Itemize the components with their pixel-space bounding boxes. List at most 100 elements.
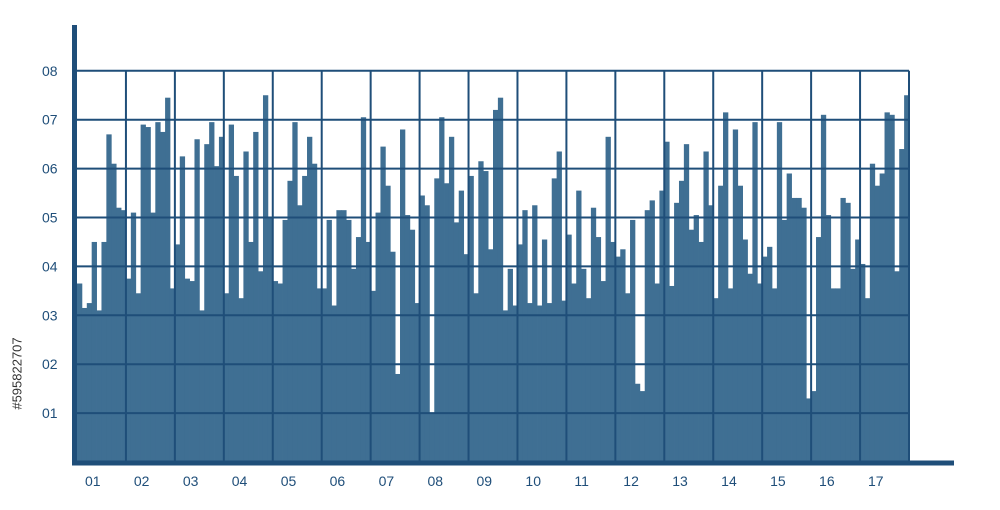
- y-tick-label: 06: [42, 161, 58, 177]
- bar: [767, 246, 773, 462]
- bar: [218, 136, 225, 462]
- bar: [125, 278, 132, 463]
- bar: [184, 278, 190, 463]
- bar: [698, 241, 704, 462]
- bar: [693, 215, 699, 462]
- bar: [429, 413, 435, 462]
- bar: [287, 180, 293, 462]
- bar: [493, 109, 499, 463]
- bar: [556, 151, 562, 463]
- bar: [400, 129, 406, 463]
- bar: [214, 166, 220, 462]
- bar: [160, 131, 166, 462]
- bar: [297, 205, 303, 462]
- x-tick-label: 07: [379, 473, 395, 489]
- bar: [688, 229, 695, 462]
- x-tick-label: 10: [525, 473, 541, 489]
- bar: [439, 117, 445, 462]
- bar: [209, 122, 215, 462]
- y-tick-label: 03: [42, 307, 58, 323]
- bar: [669, 285, 675, 462]
- bar: [316, 288, 323, 462]
- watermark-text: #595822707: [9, 337, 25, 410]
- bar: [855, 239, 861, 462]
- bar: [111, 163, 117, 462]
- bar: [791, 197, 797, 462]
- bar: [228, 124, 235, 462]
- bar: [365, 241, 372, 462]
- bar: [713, 298, 719, 462]
- bar: [708, 205, 714, 462]
- bar: [664, 141, 670, 462]
- bar: [625, 293, 631, 462]
- y-tick-label: 02: [42, 356, 58, 372]
- bar: [889, 114, 895, 462]
- bar: [727, 288, 734, 462]
- bar: [874, 185, 881, 462]
- bar: [571, 283, 577, 462]
- bar: [267, 217, 274, 462]
- bar: [860, 263, 866, 462]
- y-tick-label: 08: [42, 63, 58, 79]
- bar: [737, 185, 743, 462]
- bar: [262, 95, 269, 462]
- bar: [585, 298, 592, 462]
- bar: [879, 173, 885, 463]
- bar: [546, 303, 553, 462]
- bar: [723, 112, 729, 463]
- bar: [258, 271, 264, 462]
- bar: [194, 139, 200, 462]
- bar: [174, 244, 181, 462]
- bar: [341, 210, 347, 462]
- bar: [884, 112, 890, 463]
- bar: [615, 256, 621, 462]
- bar: [776, 122, 783, 462]
- bar: [522, 210, 528, 462]
- bar: [541, 239, 548, 462]
- bar: [654, 283, 660, 462]
- bar: [532, 205, 538, 462]
- y-tick-label: 04: [42, 258, 58, 274]
- bar: [121, 210, 127, 462]
- bar: [135, 293, 142, 462]
- bar: [590, 207, 597, 462]
- bar: [757, 283, 763, 462]
- bar: [81, 307, 88, 462]
- bar: [600, 281, 606, 462]
- bar: [644, 210, 651, 462]
- bar: [869, 163, 876, 462]
- x-tick-labels: 01 02 03 04 05 06 07 08 09 10 11 12 13 14 15 16 17: [85, 473, 884, 489]
- bar: [566, 234, 572, 462]
- x-tick-label: 13: [672, 473, 688, 489]
- x-tick-label: 14: [721, 473, 737, 489]
- bar: [409, 229, 416, 462]
- bar: [169, 288, 176, 462]
- grid-group: [77, 69, 910, 462]
- bar: [106, 134, 112, 462]
- bar: [634, 383, 641, 462]
- bar: [718, 185, 724, 462]
- bar: [811, 391, 817, 462]
- y-tick-label: 07: [42, 112, 58, 128]
- bar: [453, 222, 460, 462]
- bar: [497, 97, 504, 462]
- bar: [243, 151, 249, 463]
- x-tick-label: 12: [623, 473, 639, 489]
- bar: [199, 310, 205, 462]
- bars-group: [77, 95, 910, 463]
- bar: [307, 136, 313, 462]
- bar: [130, 212, 137, 462]
- bar: [752, 122, 758, 462]
- bar: [145, 127, 151, 462]
- bar: [840, 197, 846, 462]
- bar: [649, 200, 655, 462]
- bar: [825, 215, 832, 462]
- bar: [179, 156, 186, 463]
- bar: [507, 268, 513, 462]
- bar: [277, 283, 283, 462]
- bar: [419, 195, 425, 462]
- bar: [336, 210, 342, 462]
- x-tick-label: 04: [232, 473, 248, 489]
- bar: [630, 219, 636, 462]
- bar: [527, 303, 533, 462]
